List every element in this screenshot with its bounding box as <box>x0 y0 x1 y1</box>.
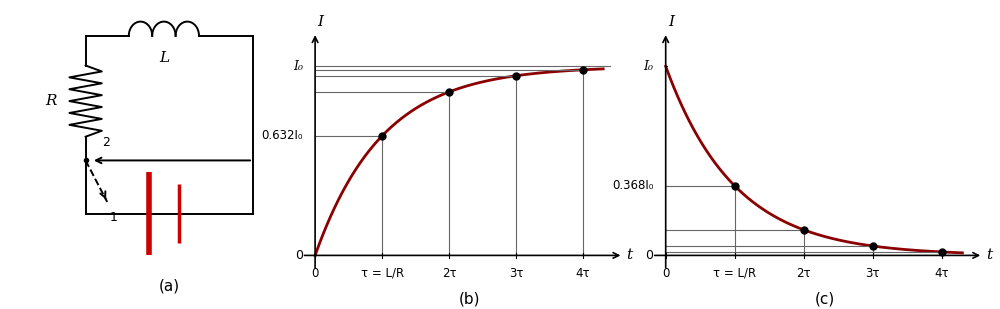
Text: 3τ: 3τ <box>509 267 523 280</box>
Text: 0: 0 <box>662 267 669 280</box>
Text: τ = L/R: τ = L/R <box>713 267 756 280</box>
Text: τ = L/R: τ = L/R <box>361 267 404 280</box>
Text: 2τ: 2τ <box>796 267 811 280</box>
Text: R: R <box>45 94 56 108</box>
Text: I: I <box>668 15 674 28</box>
Text: 4τ: 4τ <box>576 267 590 280</box>
Text: 3τ: 3τ <box>865 267 880 280</box>
Text: I₀: I₀ <box>643 60 653 73</box>
Text: (a): (a) <box>159 279 180 294</box>
Text: 0.368I₀: 0.368I₀ <box>612 179 653 192</box>
Text: 0: 0 <box>295 249 303 262</box>
Text: 0: 0 <box>645 249 653 262</box>
Text: t: t <box>987 248 993 262</box>
Text: 0: 0 <box>311 267 319 280</box>
Text: 2τ: 2τ <box>442 267 456 280</box>
Text: I: I <box>317 15 323 28</box>
Text: 4τ: 4τ <box>934 267 949 280</box>
Text: 1: 1 <box>110 211 118 224</box>
Text: 2: 2 <box>102 136 110 149</box>
Text: (b): (b) <box>458 291 480 306</box>
Text: L: L <box>159 51 169 65</box>
Text: I₀: I₀ <box>293 60 303 73</box>
Text: t: t <box>627 248 633 262</box>
Text: (c): (c) <box>814 291 835 306</box>
Text: 0.632I₀: 0.632I₀ <box>262 129 303 142</box>
